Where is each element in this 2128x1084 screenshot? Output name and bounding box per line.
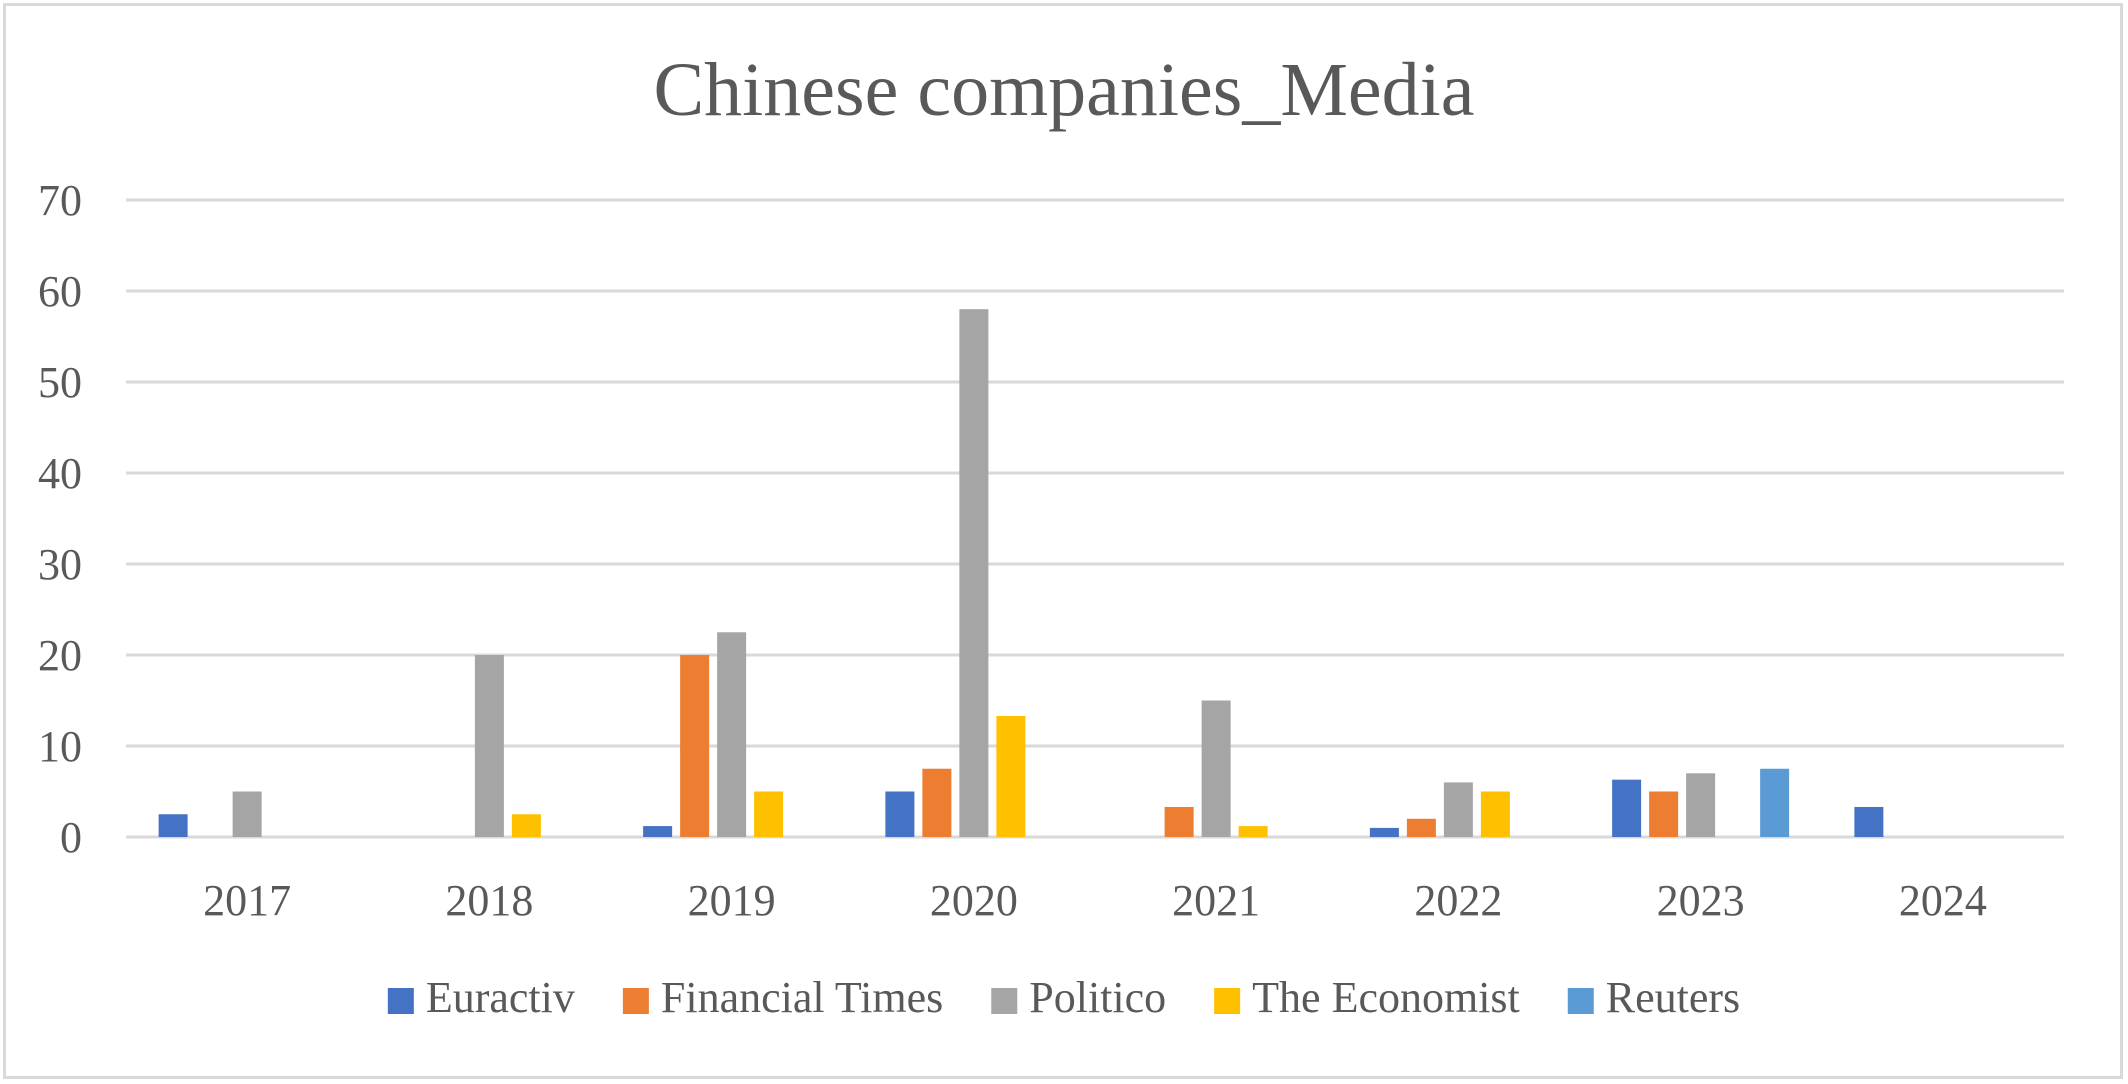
bar-the-economist-2022 [1480,791,1510,837]
bar-financial-times-2022 [1406,818,1436,837]
x-tick-label: 2022 [1414,876,1502,925]
x-tick-label: 2024 [1899,876,1987,925]
x-tick-label: 2019 [688,876,776,925]
x-tick-label: 2021 [1172,876,1260,925]
x-tick-label: 2020 [930,876,1018,925]
legend-marker [387,988,414,1014]
legend-item-financial-times: Financial Times [622,973,943,1022]
legend-item-euractiv: Euractiv [387,973,575,1022]
bar-politico-2019 [717,632,747,837]
bar-financial-times-2020 [922,768,952,837]
legend-label: Financial Times [661,973,943,1022]
x-tick-label: 2018 [445,876,533,925]
x-tick-label: 2023 [1657,876,1745,925]
bar-politico-2022 [1443,782,1473,837]
x-tick-label: 2017 [203,876,291,925]
legend-marker [622,988,649,1014]
bar-financial-times-2019 [680,655,710,837]
bar-politico-2020 [959,309,989,837]
bar-the-economist-2019 [754,791,784,837]
y-tick-label: 10 [38,722,82,771]
bar-politico-2018 [474,655,504,837]
bar-euractiv-2023 [1612,779,1642,837]
y-tick-label: 20 [38,631,82,680]
y-tick-label: 70 [38,176,82,225]
legend: Euractiv Financial Times Politico The Econo… [387,973,1740,1022]
y-tick-label: 60 [38,267,82,316]
y-tick-label: 40 [38,449,82,498]
bar-politico-2021 [1201,700,1231,837]
bar-financial-times-2023 [1649,791,1679,837]
bar-politico-2017 [232,791,262,837]
bar-the-economist-2020 [996,715,1026,837]
bar-euractiv-2024 [1854,806,1884,837]
chart-title: Chinese companies_Media [653,48,1474,132]
bar-euractiv-2020 [885,791,915,837]
bar-financial-times-2021 [1164,806,1194,837]
y-axis-ticks: 0 10 20 30 40 50 60 70 [38,176,82,862]
gridlines [126,198,2064,839]
legend-item-politico: Politico [991,973,1166,1022]
bar-euractiv-2017 [158,814,188,837]
legend-marker [1214,988,1241,1014]
legend-label: Euractiv [426,973,575,1022]
legend-label: The Economist [1252,973,1520,1022]
y-tick-label: 30 [38,540,82,589]
legend-label: Reuters [1606,973,1740,1022]
bar-the-economist-2018 [511,814,541,837]
legend-item-the-economist: The Economist [1214,973,1520,1022]
legend-label: Politico [1029,973,1166,1022]
bar-euractiv-2019 [643,826,673,837]
bar-the-economist-2021 [1238,826,1268,837]
legend-marker [991,988,1018,1014]
bar-politico-2023 [1686,773,1716,837]
legend-item-reuters: Reuters [1567,973,1740,1022]
y-tick-label: 0 [60,813,82,862]
x-axis-ticks: 2017 2018 2019 2020 2021 2022 2023 2024 [203,876,1987,925]
chart-frame [3,3,2123,1079]
bar-reuters-2023 [1760,768,1790,837]
bar-euractiv-2022 [1369,827,1399,837]
y-tick-label: 50 [38,358,82,407]
bars [158,309,1884,837]
legend-marker [1567,988,1594,1014]
